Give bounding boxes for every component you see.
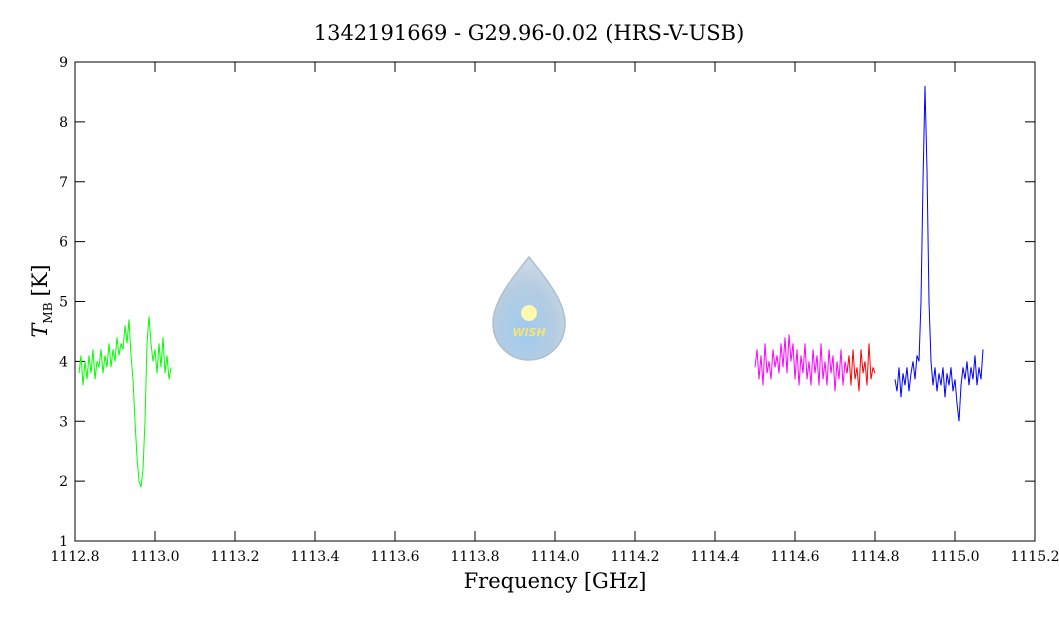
y-label-subscript: MB: [41, 302, 55, 323]
x-tick-label: 1114.0: [531, 549, 580, 565]
x-tick-label: 1113.4: [291, 549, 340, 565]
spectrum-line: [754, 334, 848, 392]
x-tick-label: 1114.2: [611, 549, 660, 565]
y-tick-label: 7: [59, 175, 68, 191]
x-tick-label: 1113.8: [451, 549, 500, 565]
x-tick-label: 1114.6: [771, 549, 820, 565]
spectrum-line: [846, 343, 876, 392]
x-tick-label: 1114.8: [851, 549, 900, 565]
chart-title: 1342191669 - G29.96-0.02 (HRS-V-USB): [314, 21, 745, 45]
y-tick-label: 9: [59, 55, 68, 71]
y-axis-label: TMB [K]: [28, 264, 55, 337]
spectrum-line: [78, 316, 172, 488]
x-tick-label: 1113.0: [131, 549, 180, 565]
y-tick-label: 6: [59, 235, 68, 251]
y-label-symbol: T: [28, 322, 52, 338]
y-tick-label: 8: [59, 115, 68, 131]
logo-star: [521, 305, 537, 321]
y-label-unit: [K]: [28, 264, 52, 296]
y-tick-label: 5: [59, 295, 68, 311]
y-tick-label: 3: [59, 414, 68, 430]
x-tick-label: 1113.2: [211, 549, 260, 565]
x-axis-label: Frequency [GHz]: [464, 569, 647, 593]
x-tick-label: 1115.0: [931, 549, 980, 565]
logo-text: WISH: [512, 326, 545, 339]
y-tick-label: 1: [59, 534, 68, 550]
x-tick-label: 1115.2: [1011, 549, 1059, 565]
spectrum-line: [894, 85, 984, 422]
x-tick-label: 1114.4: [691, 549, 740, 565]
x-tick-label: 1113.6: [371, 549, 420, 565]
y-tick-label: 4: [59, 354, 68, 370]
y-tick-label: 2: [59, 474, 68, 490]
x-tick-label: 1112.8: [51, 549, 100, 565]
wish-logo: WISH: [492, 255, 566, 361]
